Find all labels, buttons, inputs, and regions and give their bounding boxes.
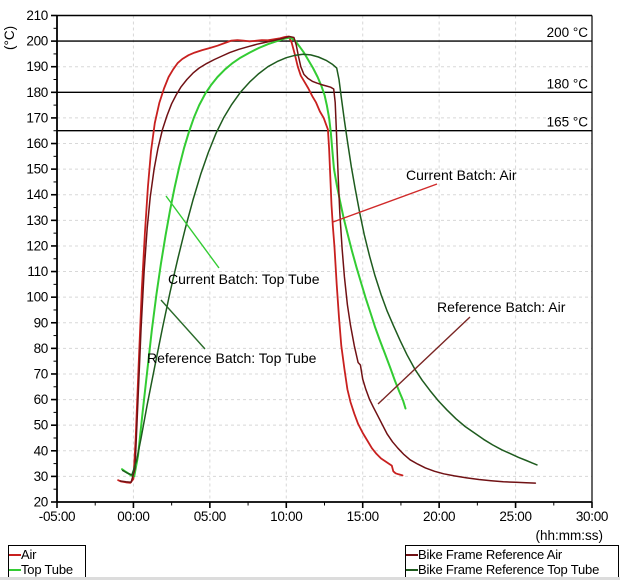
legend-item: Top Tube: [9, 562, 82, 577]
y-tick-label: 100: [26, 290, 48, 305]
y-tick-label: 60: [34, 392, 48, 407]
y-tick-label: 70: [34, 366, 48, 381]
reference-line-label: 200 °C: [547, 25, 589, 40]
y-tick-label: 190: [26, 59, 48, 74]
bottom-strip: [0, 577, 620, 580]
annotation-callout-line: [160, 299, 206, 350]
axis-ticks: [51, 14, 593, 508]
y-tick-label: 120: [26, 238, 48, 253]
annotations: Current Batch: Air Reference Batch: Air Cu…: [147, 167, 566, 405]
x-tick-label: 20:00: [423, 509, 455, 524]
legend-marker-line: [9, 553, 21, 556]
legend-label: Bike Frame Reference Air: [418, 547, 563, 562]
legend-item: Bike Frame Reference Air: [406, 547, 615, 562]
y-tick-label: 130: [26, 213, 48, 228]
y-tick-label: 160: [26, 136, 48, 151]
y-tick-labels: 20 30 40 50 60 70 80 90 100 110 120 130 140 150 160 170…: [26, 8, 48, 510]
legend-label: Top Tube: [21, 562, 73, 577]
y-tick-label: 200: [26, 34, 48, 49]
gridlines: [57, 15, 592, 502]
legend-item: Bike Frame Reference Top Tube: [406, 562, 615, 577]
annotation-label: Reference Batch: Top Tube: [147, 350, 317, 366]
x-tick-label: -05:00: [39, 509, 75, 524]
annotation-label: Current Batch: Air: [406, 167, 517, 183]
legend-marker-line: [406, 568, 418, 571]
series-curves: [117, 35, 538, 484]
annotation-callout-line: [332, 183, 438, 223]
legend-item: Air: [9, 547, 82, 562]
x-tick-label: 05:00: [194, 509, 226, 524]
y-tick-label: 90: [34, 315, 48, 330]
annotation-label: Current Batch: Top Tube: [168, 271, 320, 287]
x-tick-label: 00:00: [117, 509, 149, 524]
x-tick-label: 25:00: [499, 509, 531, 524]
series-bike-frame-reference-top-tube: [121, 53, 538, 476]
reference-line-label: 165 °C: [547, 115, 589, 130]
y-tick-label: 30: [34, 469, 48, 484]
legend-marker-line: [9, 568, 21, 571]
x-tick-labels: -05:00 00:00 05:00 10:00 15:00 20:00 25:00 30:0…: [39, 509, 609, 524]
y-tick-label: 140: [26, 187, 48, 202]
y-tick-label: 170: [26, 110, 48, 125]
y-tick-label: 40: [34, 443, 48, 458]
legend-label: Air: [21, 547, 37, 562]
y-tick-label: 20: [34, 495, 48, 510]
y-tick-label: 80: [34, 341, 48, 356]
annotation-callout-line: [165, 195, 220, 269]
reference-lines: 200 °C 180 °C 165 °C: [57, 25, 592, 132]
annotation-callout-line: [377, 316, 471, 405]
series-top-tube: [121, 36, 407, 478]
x-tick-label: 15:00: [347, 509, 379, 524]
x-tick-label: 30:00: [576, 509, 608, 524]
x-tick-label: 10:00: [270, 509, 302, 524]
y-tick-label: 110: [27, 264, 48, 279]
x-axis-unit-label: (hh:mm:ss): [536, 528, 604, 543]
legend-current-batch: Air Top Tube: [8, 545, 86, 580]
y-tick-label: 50: [34, 418, 48, 433]
legend-reference-batch: Bike Frame Reference Air Bike Frame Refer…: [405, 545, 619, 580]
series-bike-frame-reference-air: [119, 35, 537, 484]
reference-line-label: 180 °C: [547, 76, 589, 91]
legend-marker-line: [406, 553, 418, 556]
y-tick-label: 180: [26, 85, 48, 100]
legend-label: Bike Frame Reference Top Tube: [418, 562, 600, 577]
y-tick-label: 150: [26, 162, 48, 177]
annotation-label: Reference Batch: Air: [437, 299, 566, 315]
series-air: [117, 35, 404, 484]
y-tick-label: 210: [26, 8, 48, 23]
y-axis-unit-label: (°C): [2, 26, 17, 50]
